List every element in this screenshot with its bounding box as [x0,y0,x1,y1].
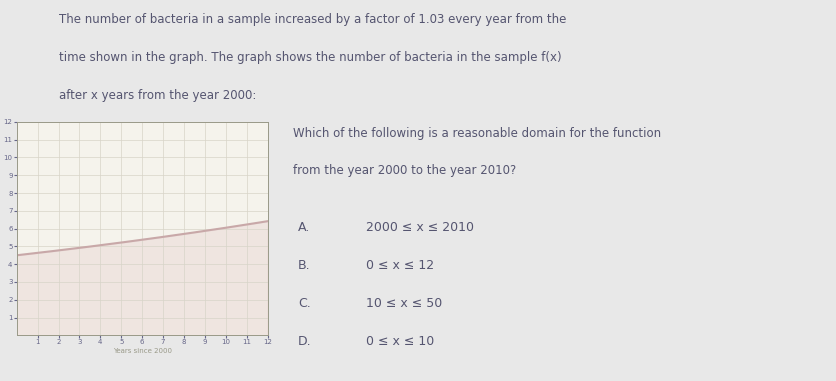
Text: B.: B. [298,259,310,272]
X-axis label: Years since 2000: Years since 2000 [113,348,171,354]
Text: Which of the following is a reasonable domain for the function: Which of the following is a reasonable d… [293,126,660,140]
Text: A.: A. [298,221,310,234]
Text: after x years from the year 2000:: after x years from the year 2000: [59,89,256,102]
Text: 0 ≤ x ≤ 12: 0 ≤ x ≤ 12 [366,259,435,272]
Text: The number of bacteria in a sample increased by a factor of 1.03 every year from: The number of bacteria in a sample incre… [59,13,566,26]
Text: 2000 ≤ x ≤ 2010: 2000 ≤ x ≤ 2010 [366,221,474,234]
Text: time shown in the graph. The graph shows the number of bacteria in the sample f(: time shown in the graph. The graph shows… [59,51,561,64]
Text: from the year 2000 to the year 2010?: from the year 2000 to the year 2010? [293,165,516,178]
Text: D.: D. [298,335,312,347]
Text: 0 ≤ x ≤ 10: 0 ≤ x ≤ 10 [366,335,435,347]
Text: C.: C. [298,297,311,310]
Text: 10 ≤ x ≤ 50: 10 ≤ x ≤ 50 [366,297,442,310]
